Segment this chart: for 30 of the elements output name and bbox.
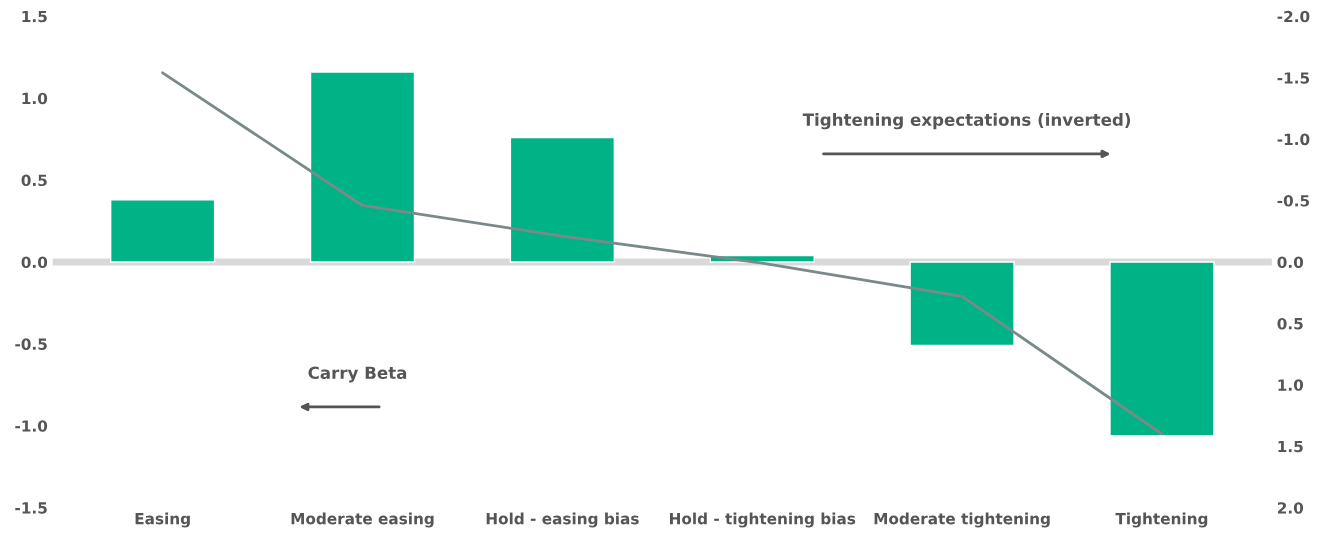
y-tick-label: 1.5 bbox=[22, 10, 47, 23]
y2-tick-label: -1.5 bbox=[1277, 72, 1310, 84]
y2-tick-label: -0.5 bbox=[1277, 195, 1310, 207]
line-series bbox=[161, 71, 1164, 436]
bar bbox=[309, 71, 416, 263]
y-tick-label: -1.0 bbox=[15, 420, 48, 432]
x-tick-label: Moderate easing bbox=[291, 512, 434, 528]
x-tick-label: Moderate tightening bbox=[874, 512, 1050, 528]
annotation: Tightening expectations (inverted) bbox=[802, 113, 1131, 130]
x-tick-label: Tightening bbox=[1115, 512, 1208, 528]
x-tick-label: Easing bbox=[135, 512, 190, 528]
y-tick-label: 0.0 bbox=[21, 256, 48, 269]
y-tick-label: -1.5 bbox=[15, 502, 47, 514]
y-tick-label: -0.5 bbox=[15, 338, 47, 350]
y2-tick-label: 1.5 bbox=[1278, 440, 1303, 453]
annotation: Carry Beta bbox=[308, 366, 407, 383]
y-tick-label: 0.5 bbox=[21, 174, 47, 187]
bar bbox=[109, 199, 216, 263]
y2-tick-label: 0.5 bbox=[1277, 317, 1303, 330]
bar bbox=[1109, 261, 1215, 437]
y2-tick-label: -2.0 bbox=[1277, 10, 1310, 23]
y2-tick-label: 2.0 bbox=[1277, 502, 1304, 514]
y-tick-label: 1.0 bbox=[22, 92, 48, 105]
y2-tick-label: -1.0 bbox=[1277, 133, 1310, 146]
bar bbox=[509, 136, 616, 263]
x-tick-label: Hold - tightening bias bbox=[670, 512, 856, 528]
y2-tick-label: 0.0 bbox=[1277, 256, 1304, 269]
y2-tick-label: 1.0 bbox=[1278, 379, 1304, 391]
x-tick-label: Hold - easing bias bbox=[486, 512, 639, 528]
bar bbox=[909, 261, 1015, 347]
